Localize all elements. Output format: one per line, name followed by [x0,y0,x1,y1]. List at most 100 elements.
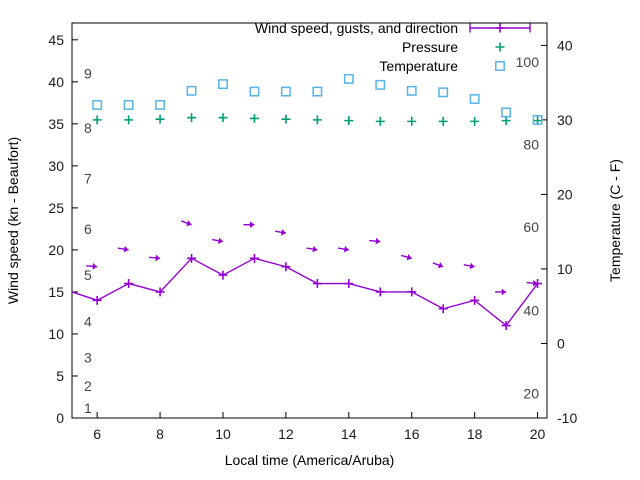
wind-direction-arrow [463,262,475,270]
wind-speed-point [470,295,480,305]
temperature-point [186,85,197,96]
x-tick-label: 18 [467,426,483,442]
pressure-point [438,116,448,126]
y2-tick-label: 30 [557,112,573,128]
y-tick-label: 35 [48,116,64,132]
beaufort-label: 5 [84,267,92,283]
temperature-point [280,86,291,97]
y2-tick-label: 40 [557,37,573,53]
pressure-point [187,113,197,123]
y-tick-label: 20 [48,242,64,258]
temperature-point [532,114,543,125]
wind-direction-arrow [369,237,381,245]
pressure-point [92,115,102,125]
y-tick-label: 40 [48,74,64,90]
wind-direction-arrow [306,245,318,253]
wind-direction-arrow [495,288,507,296]
x-tick-label: 10 [215,426,231,442]
wind-speed-point [155,287,165,297]
temperature-point [155,100,166,110]
pressure-point [218,113,228,123]
x-tick-label: 8 [156,426,164,442]
temperature-point [312,86,323,97]
legend-swatch-plus [495,23,505,33]
temperature-point [469,94,480,104]
beaufort-label: 8 [84,120,92,136]
pressure-point [501,116,511,126]
y-tick-label: 15 [48,284,64,300]
beaufort-label: 2 [84,378,92,394]
legend-swatch-square [495,61,505,71]
fahrenheit-label: 20 [523,385,539,401]
pressure-point [124,115,134,125]
pressure-point [470,116,480,126]
wind-direction-arrow [274,229,287,236]
legend-label: Temperature [379,58,458,74]
temperature-point [501,107,512,118]
pressure-point [281,114,291,124]
y2-tick-label: 0 [557,335,565,351]
beaufort-label: 7 [84,170,92,186]
temperature-point [343,73,354,84]
wind-speed-point [407,287,417,297]
pressure-point [375,116,385,126]
wind-speed-point [187,253,197,263]
pressure-point [344,116,354,126]
temperature-point [249,86,260,97]
temperature-point [375,79,386,90]
beaufort-label: 1 [84,400,92,416]
legend-label: Pressure [402,39,458,55]
wind-speed-point [281,262,291,272]
wind-direction-arrow [180,220,192,227]
wind-speed-point [438,304,448,314]
beaufort-label: 9 [84,65,92,81]
beaufort-label: 4 [84,313,92,329]
pressure-point [407,116,417,126]
wind-speed-line [71,257,539,327]
wind-direction-arrow [86,263,98,270]
fahrenheit-label: 80 [523,136,539,152]
y2-tick-label: -10 [557,410,577,426]
y-tick-label: 25 [48,200,64,216]
legend-label: Wind speed, gusts, and direction [255,20,458,36]
pressure-point [312,115,322,125]
y-tick-label: 10 [48,326,64,342]
wind-speed-point [312,279,322,289]
fahrenheit-label: 60 [523,219,539,235]
wind-speed-point [124,279,134,289]
x-axis-title: Local time (America/Aruba) [225,452,395,468]
beaufort-label: 3 [84,349,92,365]
wind-direction-arrow [526,279,538,287]
temperature-point [123,100,134,110]
wind-direction-arrow [243,221,255,228]
y-axis-title: Wind speed (kn - Beaufort) [5,137,21,304]
x-tick-label: 14 [341,426,357,442]
y-tick-label: 30 [48,158,64,174]
temperature-point [406,85,417,96]
wind-speed-point [501,321,511,331]
wind-direction-arrow [212,237,224,244]
wind-speed-point [249,253,259,263]
wind-direction-arrow [432,262,444,269]
wind-direction-arrow [337,245,349,253]
y2-tick-label: 10 [557,261,573,277]
fahrenheit-label: 40 [523,303,539,319]
y2-axis-title: Temperature (C - F) [607,159,623,282]
wind-speed-point [218,270,228,280]
wind-direction-arrow [117,245,129,253]
wind-speed-point [344,279,354,289]
temperature-point [218,79,228,90]
temperature-point [92,100,103,110]
pressure-point [249,113,259,123]
x-tick-label: 6 [93,426,101,442]
x-tick-label: 16 [404,426,420,442]
fahrenheit-label: 100 [516,54,540,70]
wind-direction-arrow [400,253,412,261]
x-tick-label: 20 [530,426,546,442]
pressure-point [155,114,165,124]
y-tick-label: 5 [56,368,64,384]
x-tick-label: 12 [278,426,294,442]
legend-swatch-plus [495,42,505,52]
